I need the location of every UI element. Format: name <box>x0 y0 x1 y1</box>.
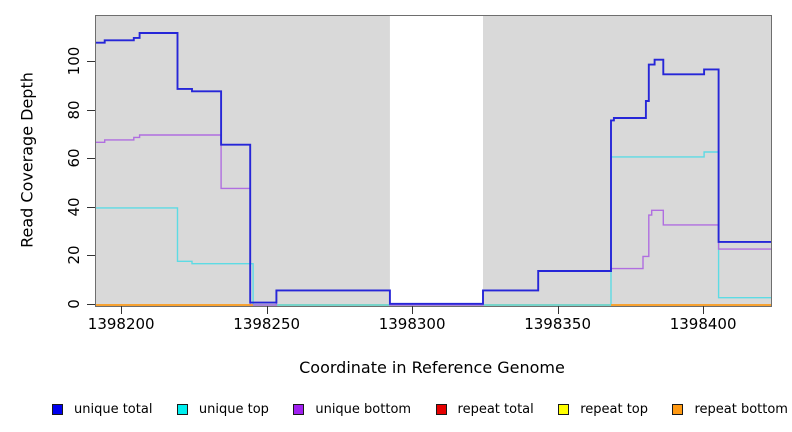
legend-label: repeat bottom <box>694 401 788 417</box>
x-tick-mark <box>121 306 123 314</box>
plot-area <box>95 15 772 307</box>
legend-label: unique top <box>198 401 269 417</box>
legend-swatch <box>293 403 305 415</box>
x-axis-title: Coordinate in Reference Genome <box>299 358 565 377</box>
y-tick-mark <box>87 158 95 160</box>
legend-swatch <box>176 403 188 415</box>
legend: unique total unique top unique bottom repea… <box>52 400 788 418</box>
y-tick-mark <box>87 304 95 305</box>
x-tick-label: 1398250 <box>233 315 301 333</box>
x-tick-label: 1398400 <box>669 315 737 333</box>
x-tick-label: 1398350 <box>524 315 591 333</box>
legend-item-unique-bottom: unique bottom <box>293 402 411 417</box>
y-tick-mark <box>87 109 95 111</box>
y-tick-label: 60 <box>65 148 83 168</box>
legend-swatch <box>672 403 684 415</box>
masked-region <box>389 16 483 306</box>
legend-swatch <box>52 403 63 415</box>
legend-item-repeat-bottom: repeat bottom <box>672 402 788 417</box>
y-tick-mark <box>87 61 95 63</box>
legend-item-unique-top: unique top <box>176 401 269 417</box>
y-tick-mark <box>87 206 95 208</box>
y-tick-label: 40 <box>65 197 83 217</box>
y-axis-title: Read Coverage Depth <box>17 72 37 248</box>
x-tick-mark <box>557 306 559 314</box>
legend-label: repeat total <box>457 401 534 417</box>
y-tick-label: 20 <box>65 245 83 265</box>
legend-label: repeat top <box>580 401 648 417</box>
plot-canvas <box>96 16 771 306</box>
legend-item-repeat-total: repeat total <box>435 401 534 417</box>
x-tick-label: 1398300 <box>378 315 446 333</box>
y-tick-label: 80 <box>65 100 83 120</box>
legend-swatch <box>558 403 570 415</box>
x-tick-label: 1398200 <box>87 315 155 333</box>
legend-swatch <box>435 403 447 415</box>
y-tick-mark <box>87 255 95 257</box>
y-tick-label: 0 <box>65 299 83 309</box>
series-unique-total <box>96 32 771 305</box>
legend-label: unique bottom <box>315 401 412 417</box>
legend-item-unique-total: unique total <box>52 402 152 417</box>
y-tick-label: 100 <box>65 46 83 76</box>
legend-item-repeat-top: repeat top <box>558 402 648 417</box>
x-tick-mark <box>266 306 268 314</box>
legend-label: unique total <box>74 401 153 417</box>
x-tick-mark <box>703 306 705 314</box>
x-tick-mark <box>412 306 414 314</box>
